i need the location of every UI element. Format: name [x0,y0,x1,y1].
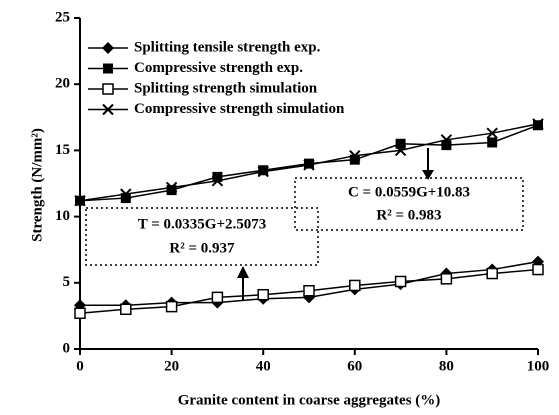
annotation: T = 0.0335G+2.5073 [138,216,267,232]
marker [349,154,360,165]
marker [440,273,453,285]
annotation: R² = 0.983 [376,207,441,223]
marker [212,171,223,182]
marker [74,195,86,207]
y-tick-label: 10 [55,208,70,224]
arrow-head [237,266,249,278]
marker [486,267,498,280]
legend-label: Splitting tensile strength exp. [134,39,321,55]
x-tick-label: 80 [439,358,454,374]
marker [120,193,131,204]
marker [165,300,178,313]
marker [441,140,452,151]
marker [303,284,315,297]
marker [166,185,177,196]
marker [120,303,132,316]
legend-label: Compressive strength exp. [134,60,303,76]
x-tick-label: 20 [164,358,179,374]
marker [532,118,544,130]
x-tick-label: 60 [347,358,362,374]
marker [102,83,114,95]
x-axis-label: Granite content in coarse aggregates (%) [178,392,441,408]
y-tick-label: 5 [63,274,71,290]
x-tick-label: 0 [76,358,84,374]
y-tick-label: 15 [55,142,70,158]
x-tick-label: 40 [256,358,271,374]
marker [532,263,544,276]
arrow-head [422,170,434,180]
marker [440,134,453,146]
y-tick-label: 25 [55,9,70,25]
marker [120,188,132,200]
marker [486,127,498,139]
marker [103,63,113,74]
legend-label: Compressive strength simulation [134,101,345,117]
marker [257,165,269,178]
y-tick-label: 0 [63,340,71,356]
annotation: R² = 0.937 [169,240,235,256]
annotation: C = 0.0559G+10.83 [348,184,470,200]
y-tick-label: 20 [55,76,70,92]
marker [102,103,114,116]
marker [211,291,224,304]
marker [74,307,86,320]
x-tick-label: 100 [527,358,550,374]
marker [487,137,498,148]
annotation-box [85,207,319,266]
marker [211,175,224,187]
marker [349,279,361,292]
marker [257,288,269,301]
marker [303,159,315,171]
marker [349,149,361,162]
marker [102,42,114,54]
y-axis-label: Strength (N/mm²) [29,128,45,242]
marker [394,275,407,288]
marker [394,144,407,157]
marker [395,138,406,149]
legend-label: Splitting strength simulation [134,80,318,96]
marker [165,181,178,194]
